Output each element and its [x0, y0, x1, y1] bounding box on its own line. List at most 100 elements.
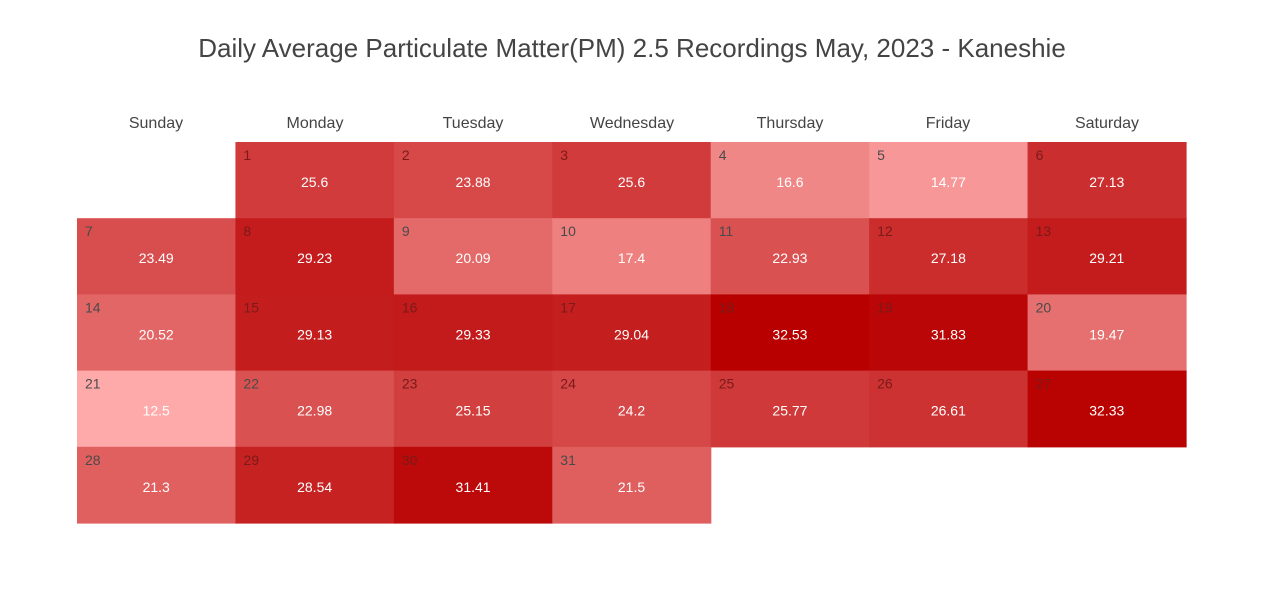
- day-cell-6: [1027, 142, 1187, 219]
- day-cell-14: [77, 294, 237, 372]
- day-number-label: 22: [243, 376, 259, 392]
- day-number-label: 30: [402, 452, 418, 468]
- day-cell-10: [552, 218, 712, 295]
- day-number-label: 8: [243, 223, 251, 239]
- day-value-label: 24.2: [618, 403, 645, 419]
- day-cell-26: [869, 370, 1029, 448]
- day-number-label: 19: [877, 299, 893, 315]
- day-value-label: 25.77: [772, 403, 807, 419]
- day-number-label: 5: [877, 147, 885, 163]
- day-number-label: 26: [877, 376, 893, 392]
- day-number-label: 27: [1036, 376, 1052, 392]
- day-value-label: 22.93: [772, 250, 807, 266]
- day-number-label: 18: [719, 299, 735, 315]
- day-number-label: 2: [402, 147, 410, 163]
- weekday-header-sunday: Sunday: [128, 115, 184, 132]
- day-cell-3: [552, 142, 712, 219]
- day-cell-24: [552, 370, 712, 448]
- day-number-label: 16: [402, 299, 418, 315]
- weekday-header-thursday: Thursday: [756, 115, 824, 132]
- day-number-label: 31: [560, 452, 576, 468]
- day-cell-7: [77, 218, 237, 295]
- day-value-label: 32.53: [772, 326, 807, 342]
- day-cell-28: [77, 446, 237, 524]
- day-cell-25: [710, 370, 870, 448]
- day-number-label: 6: [1036, 147, 1044, 163]
- day-value-label: 32.33: [1089, 403, 1124, 419]
- day-value-label: 20.09: [456, 250, 491, 266]
- day-number-label: 9: [402, 223, 410, 239]
- day-value-label: 23.49: [139, 250, 174, 266]
- day-number-label: 25: [719, 376, 735, 392]
- day-value-label: 27.13: [1089, 174, 1124, 190]
- day-number-label: 20: [1036, 299, 1052, 315]
- day-value-label: 19.47: [1089, 326, 1124, 342]
- day-number-label: 12: [877, 223, 893, 239]
- day-cell-5: [869, 142, 1029, 219]
- day-value-label: 27.18: [931, 250, 966, 266]
- day-value-label: 26.61: [931, 403, 966, 419]
- day-value-label: 23.88: [456, 174, 491, 190]
- day-number-label: 21: [85, 376, 101, 392]
- day-cell-2: [393, 142, 553, 219]
- day-value-label: 29.33: [456, 326, 491, 342]
- day-value-label: 21.5: [618, 479, 645, 495]
- weekday-header-wednesday: Wednesday: [589, 115, 675, 132]
- day-value-label: 28.54: [297, 479, 332, 495]
- day-value-label: 29.23: [297, 250, 332, 266]
- day-cell-8: [235, 218, 395, 295]
- day-value-label: 16.6: [776, 174, 803, 190]
- day-value-label: 14.77: [931, 174, 966, 190]
- day-number-label: 3: [560, 147, 568, 163]
- day-number-label: 11: [719, 223, 734, 239]
- day-value-label: 12.5: [143, 403, 170, 419]
- day-value-label: 31.83: [931, 326, 966, 342]
- day-cell-12: [869, 218, 1029, 295]
- day-number-label: 29: [243, 452, 259, 468]
- day-value-label: 20.52: [139, 326, 174, 342]
- day-cell-1: [235, 142, 395, 219]
- day-value-label: 31.41: [456, 479, 491, 495]
- day-value-label: 29.21: [1089, 250, 1124, 266]
- day-number-label: 1: [243, 147, 251, 163]
- day-number-label: 23: [402, 376, 418, 392]
- day-value-label: 29.13: [297, 326, 332, 342]
- day-number-label: 15: [243, 299, 259, 315]
- day-value-label: 25.6: [618, 174, 645, 190]
- day-cell-4: [710, 142, 870, 219]
- day-value-label: 22.98: [297, 403, 332, 419]
- day-number-label: 24: [560, 376, 576, 392]
- chart-title: Daily Average Particulate Matter(PM) 2.5…: [198, 33, 1066, 63]
- day-number-label: 28: [85, 452, 101, 468]
- day-value-label: 21.3: [143, 479, 170, 495]
- day-number-label: 13: [1036, 223, 1052, 239]
- day-value-label: 29.04: [614, 326, 649, 342]
- day-value-label: 17.4: [618, 250, 645, 266]
- day-value-label: 25.6: [301, 174, 328, 190]
- weekday-header-friday: Friday: [925, 115, 971, 132]
- day-number-label: 4: [719, 147, 727, 163]
- day-cell-27: [1027, 370, 1187, 448]
- day-cell-29: [235, 446, 395, 524]
- day-cell-11: [710, 218, 870, 295]
- day-cell-18: [710, 294, 870, 372]
- weekday-header-tuesday: Tuesday: [442, 115, 504, 132]
- day-cell-31: [552, 446, 712, 524]
- day-cell-16: [393, 294, 553, 372]
- day-cell-22: [235, 370, 395, 448]
- day-number-label: 17: [560, 299, 576, 315]
- day-cell-21: [77, 370, 237, 448]
- day-number-label: 10: [560, 223, 576, 239]
- weekday-header-monday: Monday: [286, 115, 344, 132]
- day-number-label: 7: [85, 223, 93, 239]
- day-number-label: 14: [85, 299, 101, 315]
- day-cell-20: [1027, 294, 1187, 372]
- day-cell-30: [393, 446, 553, 524]
- day-cell-23: [393, 370, 553, 448]
- day-cell-19: [869, 294, 1029, 372]
- day-value-label: 25.15: [456, 403, 491, 419]
- weekday-header-saturday: Saturday: [1074, 115, 1140, 132]
- day-cell-15: [235, 294, 395, 372]
- day-cell-17: [552, 294, 712, 372]
